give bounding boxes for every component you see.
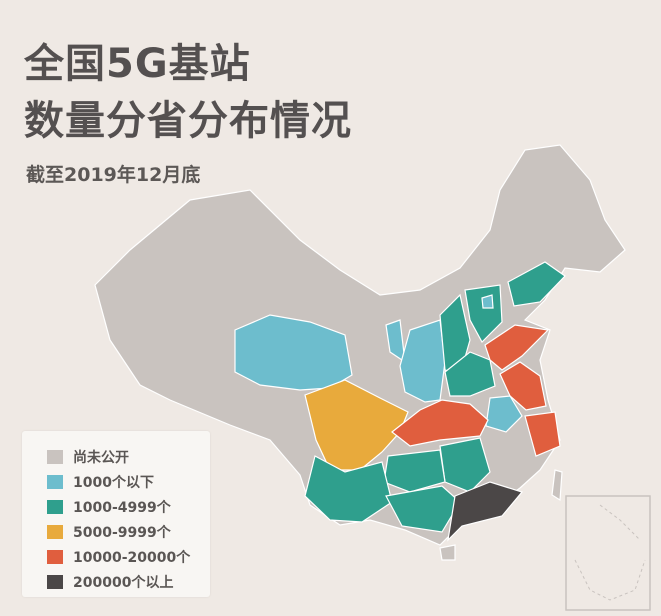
legend-item-5000-9999: 5000-9999个 bbox=[47, 522, 171, 542]
title-line-2: 数量分省分布情况 bbox=[24, 98, 352, 144]
region-guangdong bbox=[447, 481, 524, 542]
legend-label: 1000个以下 bbox=[73, 475, 154, 491]
legend-swatch bbox=[47, 500, 63, 514]
region-sichuan bbox=[304, 379, 409, 471]
region-yunnan bbox=[304, 455, 393, 523]
legend-swatch bbox=[47, 550, 63, 564]
region-guangxi bbox=[385, 485, 461, 533]
legend-label: 5000-9999个 bbox=[73, 525, 171, 541]
legend-item-under-1000: 1000个以下 bbox=[47, 472, 154, 492]
region-henan bbox=[444, 351, 496, 397]
legend-swatch bbox=[47, 575, 63, 589]
legend-label: 10000-20000个 bbox=[73, 550, 191, 566]
legend-swatch bbox=[47, 525, 63, 539]
legend-swatch bbox=[47, 475, 63, 489]
region-liaoning bbox=[507, 261, 566, 307]
legend-label: 尚未公开 bbox=[73, 450, 129, 466]
legend-label: 200000个以上 bbox=[73, 575, 174, 591]
legend: 尚未公开 1000个以下 1000-4999个 5000-9999个 10000… bbox=[22, 431, 210, 597]
legend-item-undisclosed: 尚未公开 bbox=[47, 447, 129, 467]
legend-swatch bbox=[47, 450, 63, 464]
legend-item-10000-20000: 10000-20000个 bbox=[47, 547, 190, 567]
legend-label: 1000-4999个 bbox=[73, 500, 171, 516]
title-line-1: 全国5G基站 bbox=[24, 41, 251, 87]
region-taiwan bbox=[551, 469, 563, 502]
region-shandong bbox=[484, 324, 550, 371]
legend-item-1000-4999: 1000-4999个 bbox=[47, 497, 171, 517]
south-china-sea-inset bbox=[565, 495, 651, 611]
subtitle: 截至2019年12月底 bbox=[26, 164, 201, 186]
region-zhejiang bbox=[524, 411, 561, 457]
region-beijing bbox=[481, 294, 494, 309]
legend-item-over-200000: 200000个以上 bbox=[47, 572, 173, 592]
province-regions bbox=[94, 144, 626, 561]
region-chongqing-hubei bbox=[391, 399, 489, 447]
region-china-base bbox=[94, 144, 626, 546]
region-hainan bbox=[439, 544, 456, 561]
